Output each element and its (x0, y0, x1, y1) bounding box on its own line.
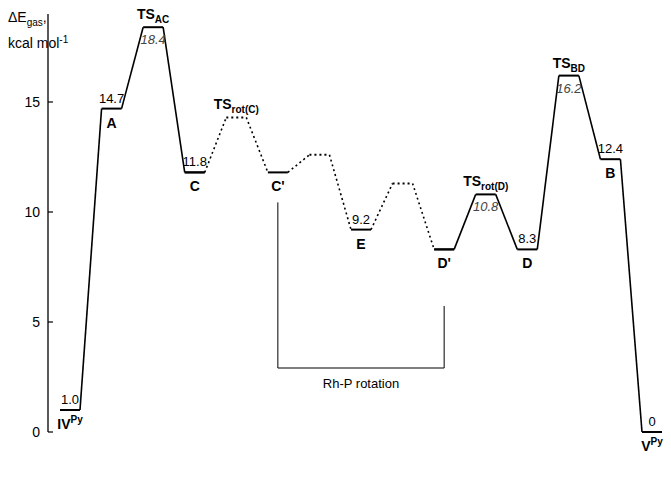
y-label: ΔEgas, (8, 9, 47, 28)
data-label: 16.2 (556, 81, 582, 96)
level (60, 409, 80, 411)
y-label-text: ΔE (8, 9, 27, 25)
connector (329, 155, 351, 230)
connector (371, 183, 393, 229)
y-tick (48, 211, 53, 212)
y-label-sub: gas (27, 17, 43, 28)
data-label: 18.4 (140, 32, 165, 47)
level (476, 193, 496, 195)
y-label-unit: kcal mol-1 (8, 34, 69, 51)
category-text: IV (57, 416, 71, 432)
data-label: 11.8 (183, 154, 207, 169)
category-text: E (356, 236, 365, 252)
chart: 0 5 10 15 ΔEgas, kcal mol-1 1.0 14.7 18.4 11.8 10.… (0, 0, 671, 484)
level (185, 171, 205, 173)
level (185, 171, 205, 173)
category-label: TSBD (553, 55, 585, 74)
data-label: 9.2 (352, 212, 370, 227)
category-text: D' (437, 255, 450, 271)
category-label: TSAC (137, 6, 169, 25)
connector (288, 155, 310, 173)
y-tick-label: 5 (32, 314, 40, 330)
data-label: 0 (648, 414, 655, 429)
connector (537, 76, 559, 250)
level (600, 158, 620, 160)
category-label: B (605, 165, 615, 181)
connector (620, 159, 642, 432)
level (434, 248, 454, 250)
category-label: A (107, 115, 117, 131)
connector (205, 117, 227, 172)
category-label: C (190, 178, 200, 194)
level (393, 182, 413, 184)
data-label: 10.8 (473, 199, 499, 214)
category-sub: rot(D) (481, 181, 508, 192)
category-label: TSrot(C) (214, 96, 259, 115)
marks (60, 27, 662, 432)
level (517, 248, 537, 250)
connector (496, 194, 518, 249)
category-label: TSrot(D) (463, 173, 508, 192)
category-label: C' (271, 178, 284, 194)
y-axis (47, 14, 48, 432)
category-sub: AC (155, 14, 169, 25)
connector (80, 109, 102, 410)
y-tick (48, 321, 53, 322)
level (434, 248, 454, 250)
connector (413, 183, 435, 249)
category-label: D' (437, 255, 450, 271)
category-sub: rot(C) (232, 104, 259, 115)
y-tick-label: 10 (24, 204, 40, 220)
category-text: TS (463, 173, 481, 189)
data-label: 1.0 (61, 392, 79, 407)
y-label-end: , (43, 9, 47, 25)
category-label: VPy (641, 436, 663, 454)
level (351, 229, 371, 231)
connector (163, 27, 185, 172)
level (143, 26, 163, 28)
data-label: 8.3 (518, 231, 536, 246)
data-label: 14.7 (99, 91, 124, 106)
category-text: TS (137, 6, 155, 22)
category-label: IVPy (57, 414, 83, 432)
category-text: TS (553, 55, 571, 71)
level (102, 108, 122, 110)
category-label: E (356, 236, 365, 252)
category-text: TS (214, 96, 232, 112)
category-text: B (605, 165, 615, 181)
y-unit-sup: -1 (59, 34, 68, 45)
category-sub: BD (571, 63, 585, 74)
category-sup: Py (71, 414, 84, 425)
level (268, 171, 288, 173)
level (309, 154, 329, 156)
category-sup: Py (651, 436, 664, 447)
data-label: 12.4 (598, 141, 623, 156)
y-unit-text: kcal mol (8, 35, 59, 51)
y-tick (48, 431, 53, 432)
level (226, 116, 246, 118)
category-text: C' (271, 178, 284, 194)
y-tick (48, 101, 53, 102)
bracket (278, 202, 444, 368)
annotation: Rh-P rotation (323, 376, 399, 391)
y-tick-label: 15 (24, 94, 40, 110)
category-text: A (107, 115, 117, 131)
category-label: D (522, 255, 532, 271)
level (559, 75, 579, 77)
connector (246, 117, 268, 172)
level (642, 431, 662, 433)
category-text: D (522, 255, 532, 271)
y-tick-label: 0 (32, 424, 40, 440)
category-text: C (190, 178, 200, 194)
